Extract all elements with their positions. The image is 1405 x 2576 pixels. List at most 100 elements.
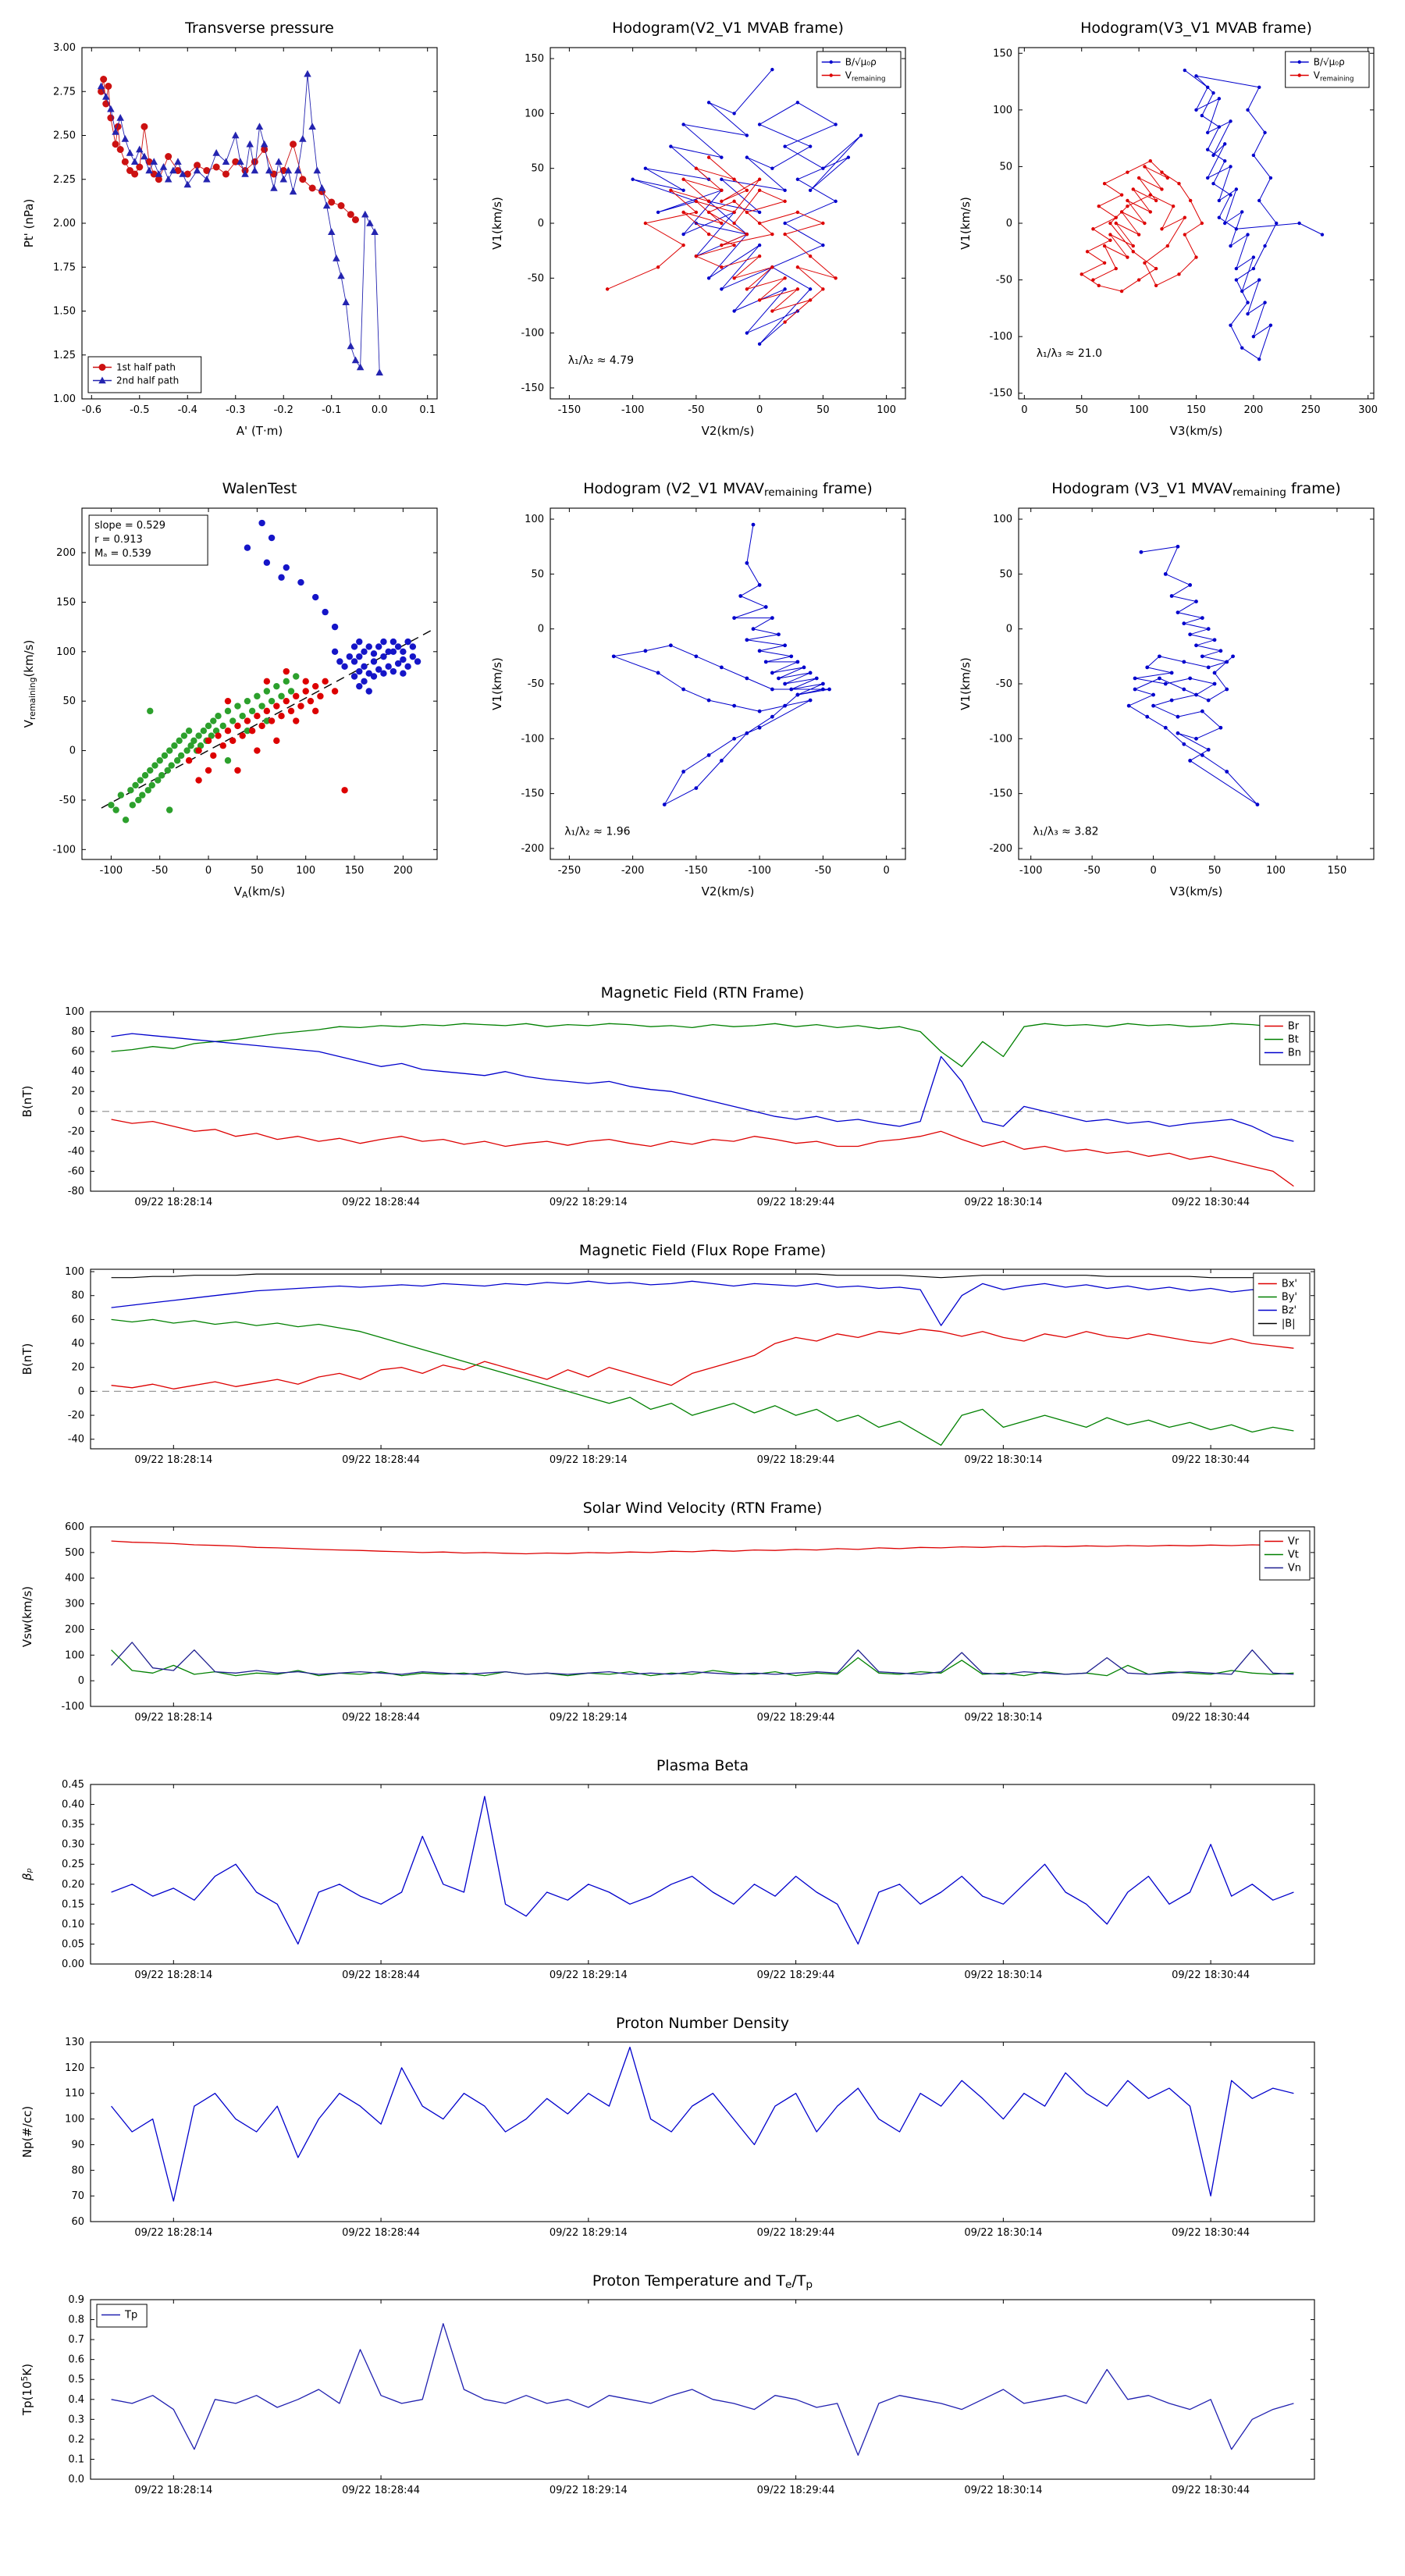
svg-text:-60: -60 — [68, 1165, 84, 1177]
svg-text:-100: -100 — [1019, 865, 1043, 877]
svg-text:09/22 18:28:14: 09/22 18:28:14 — [134, 2227, 212, 2239]
svg-text:B(nT): B(nT) — [20, 1086, 34, 1118]
svg-text:-100: -100 — [989, 733, 1012, 745]
solar-wind-velocity-panel: 09/22 18:28:14 09/22 18:28:44 09/22 18:29:… — [0, 1493, 1405, 1750]
svg-text:2.00: 2.00 — [53, 218, 76, 229]
svg-text:-40: -40 — [68, 1146, 84, 1158]
svg-text:250: 250 — [1301, 404, 1321, 416]
svg-text:100: 100 — [65, 1006, 84, 1018]
svg-text:-50: -50 — [528, 272, 544, 284]
svg-text:2.50: 2.50 — [53, 130, 76, 142]
svg-text:V3(km/s): V3(km/s) — [1170, 884, 1223, 898]
svg-text:50: 50 — [816, 404, 830, 416]
svg-text:0.7: 0.7 — [68, 2334, 84, 2346]
svg-text:V3(km/s): V3(km/s) — [1170, 424, 1223, 438]
hodogram-v3v1-mvav-chart: -100 -50 0 50 100 150 -200 -150 -100 -50 0 50 100 Hod… — [937, 465, 1405, 926]
svg-text:400: 400 — [65, 1573, 84, 1585]
svg-text:09/22 18:30:14: 09/22 18:30:14 — [964, 1454, 1042, 1466]
svg-text:20: 20 — [71, 1086, 84, 1098]
svg-text:V2(km/s): V2(km/s) — [702, 884, 755, 898]
transverse-pressure-chart: -0.6 -0.5 -0.4 -0.3 -0.2 -0.1 0.0 0.1 1.00 1.25 1.… — [0, 5, 468, 465]
svg-text:-80: -80 — [68, 1186, 84, 1197]
svg-text:0.35: 0.35 — [62, 1819, 84, 1831]
svg-text:09/22 18:29:14: 09/22 18:29:14 — [550, 1969, 628, 1981]
svg-text:Proton Temperature and Te/Tp: Proton Temperature and Te/Tp — [592, 2272, 813, 2291]
svg-text:09/22 18:29:44: 09/22 18:29:44 — [757, 1197, 835, 1208]
svg-text:0.4: 0.4 — [68, 2394, 84, 2406]
svg-text:80: 80 — [71, 1026, 84, 1038]
svg-text:-50: -50 — [151, 865, 168, 877]
proton-temperature-panel: 09/22 18:28:14 09/22 18:28:44 09/22 18:29:… — [0, 2265, 1405, 2523]
svg-text:1.00: 1.00 — [53, 393, 76, 405]
svg-text:09/22 18:29:14: 09/22 18:29:14 — [550, 1197, 628, 1208]
magnetic-field-fluxrope-panel: 09/22 18:28:14 09/22 18:28:44 09/22 18:29:… — [0, 1235, 1405, 1493]
svg-text:300: 300 — [65, 1599, 84, 1610]
svg-text:0.8: 0.8 — [68, 2314, 84, 2326]
svg-text:120: 120 — [65, 2062, 84, 2074]
svg-text:Hodogram (V2_V1 MVAVremaining: Hodogram (V2_V1 MVAVremaining frame) — [583, 480, 873, 499]
svg-text:Vsw(km/s): Vsw(km/s) — [20, 1586, 34, 1647]
svg-text:0.0: 0.0 — [68, 2474, 84, 2485]
svg-text:-100: -100 — [989, 331, 1012, 343]
plasma-beta-panel: 09/22 18:28:14 09/22 18:28:44 09/22 18:29:… — [0, 1750, 1405, 2008]
svg-text:600: 600 — [65, 1521, 84, 1533]
svg-text:09/22 18:29:44: 09/22 18:29:44 — [757, 2485, 835, 2496]
svg-text:Vn: Vn — [1288, 1563, 1301, 1574]
svg-text:100: 100 — [993, 105, 1012, 116]
svg-text:-100: -100 — [521, 733, 544, 745]
svg-text:Hodogram(V3_V1 MVAB frame): Hodogram(V3_V1 MVAB frame) — [1080, 20, 1312, 37]
svg-text:100: 100 — [525, 514, 544, 525]
svg-text:-0.5: -0.5 — [130, 404, 149, 416]
svg-text:0: 0 — [69, 745, 76, 757]
svg-text:By': By' — [1282, 1292, 1297, 1304]
svg-text:09/22 18:28:44: 09/22 18:28:44 — [342, 1454, 420, 1466]
svg-text:09/22 18:28:44: 09/22 18:28:44 — [342, 1712, 420, 1724]
svg-text:-50: -50 — [528, 678, 544, 690]
svg-text:B/√μ₀ρ: B/√μ₀ρ — [845, 57, 877, 68]
svg-text:09/22 18:28:44: 09/22 18:28:44 — [342, 2227, 420, 2239]
time-series-panels: 09/22 18:28:14 09/22 18:28:44 09/22 18:29:… — [0, 977, 1405, 2523]
svg-text:Vremaining: Vremaining — [845, 70, 886, 84]
svg-text:40: 40 — [71, 1338, 84, 1350]
svg-text:Bn: Bn — [1288, 1048, 1301, 1059]
svg-text:Bx': Bx' — [1282, 1279, 1297, 1290]
svg-text:100: 100 — [65, 2114, 84, 2126]
svg-text:Pt' (nPa): Pt' (nPa) — [22, 199, 36, 248]
svg-text:Vr: Vr — [1288, 1536, 1300, 1548]
svg-text:-200: -200 — [989, 843, 1012, 855]
svg-text:-100: -100 — [521, 328, 544, 340]
svg-text:-150: -150 — [989, 788, 1012, 800]
svg-text:-100: -100 — [100, 865, 123, 877]
svg-text:100: 100 — [56, 646, 76, 658]
svg-text:-50: -50 — [996, 678, 1012, 690]
svg-text:20: 20 — [71, 1362, 84, 1374]
svg-text:-20: -20 — [68, 1126, 84, 1137]
svg-text:09/22 18:29:14: 09/22 18:29:14 — [550, 1454, 628, 1466]
svg-text:0.40: 0.40 — [62, 1799, 84, 1811]
top-row-1: -0.6 -0.5 -0.4 -0.3 -0.2 -0.1 0.0 0.1 1.00 1.25 1.… — [0, 5, 1405, 465]
svg-text:60: 60 — [71, 1046, 84, 1058]
svg-text:100: 100 — [525, 108, 544, 119]
svg-text:0: 0 — [1006, 624, 1012, 635]
svg-text:0.00: 0.00 — [62, 1959, 84, 1970]
svg-text:500: 500 — [65, 1547, 84, 1559]
svg-text:0: 0 — [538, 218, 544, 229]
svg-text:r = 0.913: r = 0.913 — [94, 534, 143, 546]
svg-text:V1(km/s): V1(km/s) — [959, 197, 973, 250]
svg-text:09/22 18:28:44: 09/22 18:28:44 — [342, 2485, 420, 2496]
svg-text:09/22 18:30:14: 09/22 18:30:14 — [964, 1969, 1042, 1981]
svg-text:09/22 18:28:44: 09/22 18:28:44 — [342, 1197, 420, 1208]
svg-text:0.5: 0.5 — [68, 2374, 84, 2386]
svg-text:Plasma Beta: Plasma Beta — [656, 1757, 749, 1774]
svg-text:0.0: 0.0 — [372, 404, 388, 416]
svg-text:-0.3: -0.3 — [226, 404, 245, 416]
svg-text:09/22 18:29:44: 09/22 18:29:44 — [757, 2227, 835, 2239]
svg-text:09/22 18:30:14: 09/22 18:30:14 — [964, 2227, 1042, 2239]
svg-text:200: 200 — [56, 547, 76, 559]
svg-text:-100: -100 — [748, 865, 771, 877]
hodogram-v2v1-mvab-chart: -150 -100 -50 0 50 100 -150 -100 -50 0 50 100 150 Hod… — [468, 5, 937, 465]
svg-text:300: 300 — [1358, 404, 1378, 416]
svg-text:Bt: Bt — [1288, 1034, 1299, 1046]
svg-text:70: 70 — [71, 2190, 84, 2202]
svg-text:0: 0 — [205, 865, 212, 877]
